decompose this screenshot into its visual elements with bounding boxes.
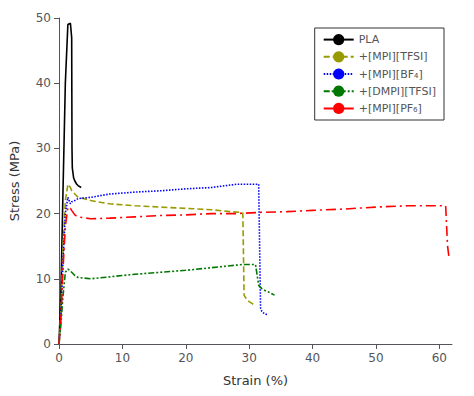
svg-text:10: 10 bbox=[115, 351, 130, 365]
svg-text:Stress (MPa): Stress (MPa) bbox=[7, 141, 22, 222]
svg-text:20: 20 bbox=[178, 351, 193, 365]
svg-text:+[DMPI][TFSI]: +[DMPI][TFSI] bbox=[359, 85, 436, 98]
svg-text:40: 40 bbox=[305, 351, 320, 365]
svg-text:0: 0 bbox=[55, 351, 63, 365]
svg-text:60: 60 bbox=[432, 351, 447, 365]
svg-text:Strain (%): Strain (%) bbox=[223, 373, 288, 388]
svg-text:30: 30 bbox=[36, 141, 51, 155]
svg-text:+[MPI][TFSI]: +[MPI][TFSI] bbox=[359, 50, 428, 63]
svg-text:50: 50 bbox=[368, 351, 383, 365]
svg-text:+[MPI][BF₄]: +[MPI][BF₄] bbox=[359, 68, 423, 81]
svg-text:30: 30 bbox=[242, 351, 257, 365]
svg-text:PLA: PLA bbox=[359, 33, 380, 46]
svg-text:10: 10 bbox=[36, 272, 51, 286]
svg-text:+[MPI][PF₆]: +[MPI][PF₆] bbox=[359, 102, 422, 115]
svg-text:20: 20 bbox=[36, 207, 51, 221]
svg-text:0: 0 bbox=[43, 337, 51, 351]
svg-text:50: 50 bbox=[36, 11, 51, 25]
svg-text:40: 40 bbox=[36, 76, 51, 90]
